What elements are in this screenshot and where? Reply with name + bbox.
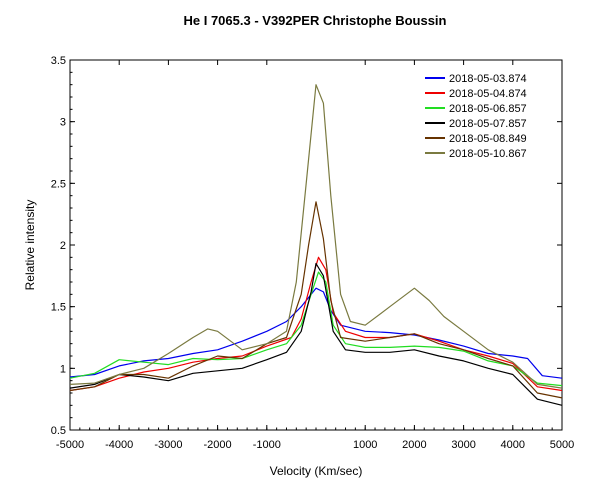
legend: 2018-05-03.874 2018-05-04.874 2018-05-06.8… [425,73,527,160]
y-tick-label: 3.5 [51,55,66,67]
y-tick-label: 2 [60,240,66,252]
series-line-5 [69,201,563,399]
x-tick-label: 1000 [353,439,377,451]
y-tick-label: 2.5 [51,178,66,190]
y-axis: 0.5 1 1.5 2 2.5 3 3.5 [51,55,562,437]
x-axis: -5000 -4000 -3000 -2000 -1000 1000 2000 3000 400… [56,60,574,451]
y-tick-label: 1.5 [51,302,66,314]
x-axis-label: Velocity (Km/sec) [270,464,363,478]
x-tick-label: 3000 [451,439,475,451]
x-tick-label: -3000 [154,439,182,451]
y-axis-label: Relative intensity [23,200,37,291]
y-tick-label: 1 [60,363,66,375]
legend-label: 2018-05-08.849 [449,133,527,145]
chart-title: He I 7065.3 - V392PER Christophe Boussin [184,13,447,28]
series-line-1 [69,287,563,379]
series-layer [69,84,563,406]
x-tick-label: -1000 [253,439,281,451]
series-line-4 [69,262,563,406]
x-tick-label: -5000 [56,439,84,451]
legend-label: 2018-05-04.874 [449,88,527,100]
y-tick-label: 0.5 [51,425,66,437]
x-tick-label: -2000 [204,439,232,451]
legend-label: 2018-05-03.874 [449,73,527,85]
x-tick-label: 5000 [550,439,574,451]
legend-label: 2018-05-10.867 [449,148,527,160]
series-line-6 [69,84,563,389]
x-tick-label: -4000 [105,439,133,451]
x-tick-label: 2000 [402,439,426,451]
y-tick-label: 3 [60,117,66,129]
legend-label: 2018-05-07.857 [449,118,527,130]
x-tick-label: 4000 [501,439,525,451]
series-line-3 [69,271,563,387]
series-line-2 [69,256,563,392]
legend-label: 2018-05-06.857 [449,103,527,115]
